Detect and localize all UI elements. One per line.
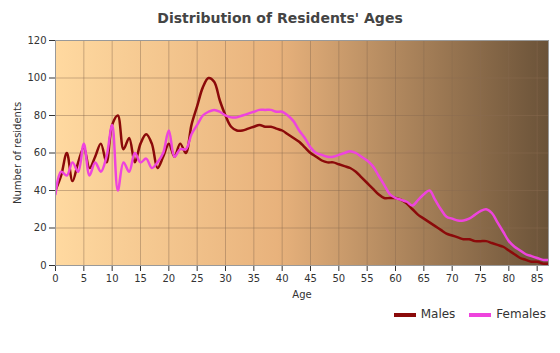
svg-text:120: 120 — [27, 35, 46, 46]
html-text:Females: Females — [496, 307, 546, 321]
svg-text:20: 20 — [162, 273, 175, 284]
svg-text:35: 35 — [247, 273, 260, 284]
svg-text:30: 30 — [219, 273, 232, 284]
svg-text:10: 10 — [106, 273, 119, 284]
html-text:Males: Males — [420, 307, 456, 321]
svg-text:100: 100 — [27, 72, 46, 83]
svg-text:70: 70 — [446, 273, 459, 284]
svg-text:80: 80 — [502, 273, 515, 284]
svg-text:60: 60 — [34, 147, 47, 158]
svg-text:5: 5 — [81, 273, 87, 284]
svg-text:0: 0 — [40, 260, 46, 271]
svg-text:75: 75 — [474, 273, 487, 284]
svg-text:20: 20 — [34, 222, 47, 233]
svg-text:45: 45 — [304, 273, 317, 284]
svg-text:15: 15 — [134, 273, 147, 284]
svg-text:Age: Age — [292, 289, 311, 300]
svg-text:40: 40 — [276, 273, 289, 284]
svg-text:50: 50 — [332, 273, 345, 284]
svg-text:80: 80 — [34, 110, 47, 121]
svg-text:Number of residents: Number of residents — [12, 102, 23, 204]
svg-text:60: 60 — [389, 273, 402, 284]
svg-text:55: 55 — [361, 273, 374, 284]
svg-text:0: 0 — [52, 273, 58, 284]
html-text:Distribution of Residents' Age: Distribution of Residents' Ages — [157, 10, 403, 26]
svg-text:40: 40 — [34, 185, 47, 196]
svg-text:85: 85 — [531, 273, 544, 284]
svg-text:25: 25 — [191, 273, 204, 284]
svg-text:65: 65 — [417, 273, 430, 284]
